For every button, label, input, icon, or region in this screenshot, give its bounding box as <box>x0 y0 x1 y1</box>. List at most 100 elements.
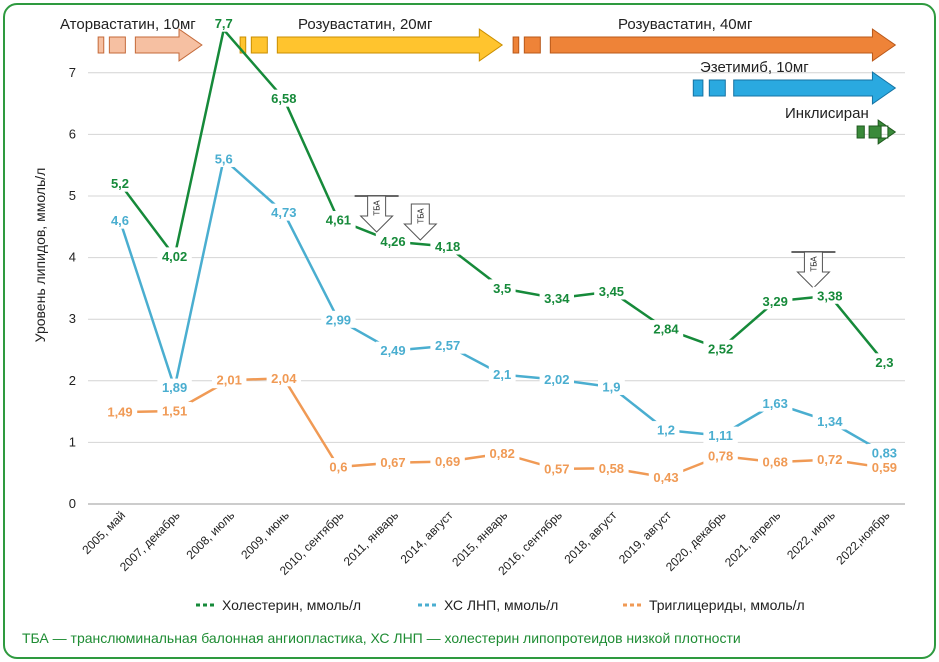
therapy-arrow: Инклисиран <box>785 105 897 145</box>
data-label: 0,6 <box>329 460 347 475</box>
arrow-segment <box>250 36 268 54</box>
data-label-bg <box>488 365 516 383</box>
x-tick-label: 2005, май <box>79 508 128 557</box>
y-tick-label: 2 <box>69 373 76 388</box>
data-label: 6,58 <box>271 91 296 106</box>
therapy-arrow: Аторвастатин, 10мг <box>60 16 203 62</box>
data-label-bg <box>488 279 516 297</box>
therapy-arrow: Эзетимиб, 10мг <box>692 59 897 105</box>
data-label: 2,52 <box>708 341 733 356</box>
data-label: 4,73 <box>271 205 296 220</box>
arrow-segment <box>708 79 726 97</box>
data-label-bg <box>210 150 238 168</box>
data-label: 0,58 <box>599 461 624 476</box>
x-tick-label: 2019, август <box>616 508 674 566</box>
therapy-arrow: Розувастатин, 20мг <box>239 16 504 62</box>
data-label-bg <box>539 459 574 477</box>
data-label: 4,02 <box>162 249 187 264</box>
legend-item: ХС ЛНП, ммоль/л <box>418 597 558 613</box>
data-label-bg <box>212 371 247 389</box>
therapy-label: Розувастатин, 40мг <box>618 16 753 33</box>
angioplasty-markers: ТБА ТБА ТБА <box>354 195 836 289</box>
figure-frame <box>3 3 936 659</box>
down-arrow-icon <box>403 203 438 241</box>
data-label: 2,99 <box>326 312 351 327</box>
data-label-bg <box>430 336 465 354</box>
data-label-bg <box>812 450 847 468</box>
data-label-bg <box>375 232 411 250</box>
data-label: 1,49 <box>107 405 132 420</box>
data-label-bg <box>106 174 134 192</box>
arrow-segment <box>108 36 126 54</box>
data-labels: 5,2 4,02 7,7 6,58 4,61 4,26 4,18 3,5 3,34 3,45 2,8… <box>102 14 902 486</box>
data-label: 4,61 <box>326 213 351 228</box>
data-label: 4,26 <box>380 234 405 249</box>
data-label-bg <box>157 378 192 396</box>
x-tick-label: 2022, июль <box>784 508 838 562</box>
legend-label: Триглицериды, ммоль/л <box>649 597 805 613</box>
legend: Холестерин, ммоль/л ХС ЛНП, ммоль/л Тригли… <box>196 597 805 613</box>
y-tick-label: 4 <box>69 250 76 265</box>
x-tick-label: 2015, январь <box>449 508 510 569</box>
arrow-segment <box>523 36 541 54</box>
data-label-bg <box>812 286 847 304</box>
data-label: 0,59 <box>872 460 897 475</box>
x-tick-label: 2009, июнь <box>238 508 292 562</box>
arrow-segment <box>856 125 865 139</box>
legend-item: Триглицериды, ммоль/л <box>623 597 805 613</box>
therapy-label: Розувастатин, 20мг <box>298 16 433 33</box>
data-label-bg <box>871 353 898 371</box>
data-label: 0,69 <box>435 454 460 469</box>
data-label-bg <box>758 292 793 310</box>
arrow-body <box>549 28 897 62</box>
data-label-bg <box>598 377 625 395</box>
x-tick-label: 2021, апрель <box>722 508 783 569</box>
data-label-bg <box>157 401 192 419</box>
data-label: 3,5 <box>493 281 511 296</box>
legend-label: Холестерин, ммоль/л <box>222 597 361 613</box>
down-arrow-icon <box>359 195 394 233</box>
data-label-bg <box>703 446 738 464</box>
data-label: 4,18 <box>435 239 460 254</box>
data-label: 0,67 <box>380 455 405 470</box>
data-label: 3,45 <box>599 284 624 299</box>
data-label: 3,38 <box>817 288 842 303</box>
data-label-bg <box>648 320 684 338</box>
data-label: 2,57 <box>435 338 460 353</box>
arrow-body <box>134 28 203 62</box>
data-label: 0,72 <box>817 452 842 467</box>
y-tick-label: 7 <box>69 65 76 80</box>
data-label-bg <box>106 211 134 229</box>
data-label: 1,89 <box>162 380 187 395</box>
data-label: 7,7 <box>215 16 233 31</box>
data-label-bg <box>594 459 629 477</box>
gridlines <box>88 72 905 505</box>
angioplasty-label: ТБА <box>416 208 425 224</box>
data-label: 0,82 <box>490 446 515 461</box>
data-label: 1,34 <box>817 414 843 429</box>
angioplasty-marker: ТБА <box>403 203 438 241</box>
therapy-arrows: Аторвастатин, 10мг Розувастатин, 20мг Розу… <box>60 16 897 145</box>
data-label-bg <box>703 426 738 444</box>
angioplasty-marker: ТБА <box>354 195 399 233</box>
data-label: 4,6 <box>111 213 129 228</box>
data-label: 1,63 <box>763 396 788 411</box>
data-label-bg <box>758 394 793 412</box>
angioplasty-label: ТБА <box>809 256 818 272</box>
data-label: 0,68 <box>763 455 788 470</box>
data-label: 1,51 <box>162 403 187 418</box>
data-label: 5,6 <box>215 152 233 167</box>
arrow-segment <box>97 36 105 54</box>
angioplasty-label: ТБА <box>373 200 382 216</box>
therapy-label: Аторвастатин, 10мг <box>60 16 196 33</box>
x-tick-label: 2008, июль <box>184 508 238 562</box>
x-tick-label: 2018, август <box>561 508 619 566</box>
y-axis-label: Уровень липидов, ммоль/л <box>32 168 48 343</box>
x-tick-label: 2014, август <box>398 508 456 566</box>
data-label-bg <box>266 203 301 221</box>
y-axis-ticks: 0 1 2 3 4 5 6 7 <box>69 65 76 511</box>
data-label-bg <box>266 89 301 107</box>
y-tick-label: 6 <box>69 126 76 141</box>
data-label: 5,2 <box>111 176 129 191</box>
